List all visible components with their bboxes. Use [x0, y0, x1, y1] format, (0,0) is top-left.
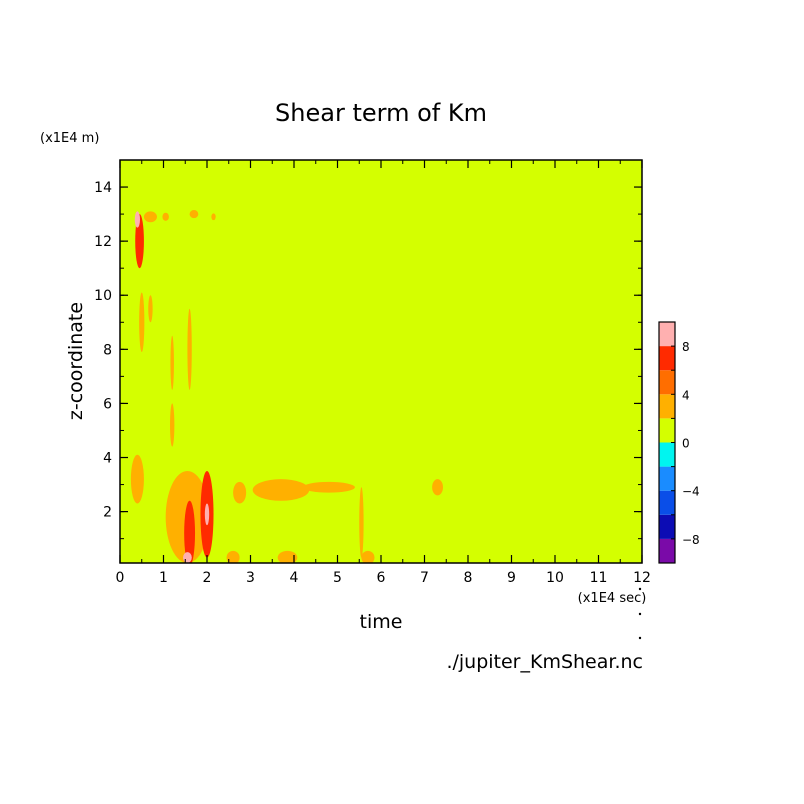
y-axis-title: z-coordinate	[65, 302, 87, 420]
x-tick-label: 4	[290, 570, 299, 586]
marker-dot	[638, 587, 642, 591]
x-tick-label: 8	[464, 570, 473, 586]
source-filename: ./jupiter_KmShear.nc	[446, 651, 643, 673]
contour-feature	[432, 479, 443, 496]
x-tick-label: 6	[377, 570, 386, 586]
colorbar-label: 4	[682, 388, 690, 402]
colorbar-swatch	[659, 538, 675, 563]
contour-feature	[233, 481, 247, 504]
colorbar-label: 0	[682, 437, 690, 451]
colorbar-label: −4	[682, 485, 700, 499]
colorbar-swatch	[659, 322, 675, 347]
contour-feature	[148, 295, 153, 323]
colorbar: 8 4 0 −4 −8	[658, 321, 700, 564]
contour-feature	[277, 550, 298, 563]
contour-feature	[211, 213, 216, 221]
x-tick-label: 1	[159, 570, 168, 586]
colorbar-swatch	[659, 394, 675, 419]
marker-dot	[638, 612, 642, 616]
y-unit-label: (x1E4 m)	[40, 131, 99, 146]
y-tick-label: 14	[94, 180, 112, 196]
x-unit-label: (x1E4 sec)	[578, 591, 647, 606]
contour-feature	[162, 212, 169, 221]
x-tick-label: 5	[333, 570, 342, 586]
x-axis-title: time	[360, 611, 403, 633]
contour-feature	[226, 550, 240, 563]
y-tick-label: 4	[103, 451, 112, 467]
x-tick-label: 0	[116, 570, 125, 586]
contour-features	[130, 210, 443, 563]
y-tick-label: 6	[103, 396, 112, 412]
contour-feature	[130, 454, 144, 504]
contour-feature	[359, 487, 364, 558]
contour-feature	[170, 403, 175, 447]
contour-feature	[183, 552, 192, 563]
x-tick-label: 11	[590, 570, 608, 586]
x-tick-label: 3	[246, 570, 255, 586]
contour-feature	[189, 210, 199, 219]
marker-dot	[638, 636, 642, 640]
chart-title: Shear term of Km	[275, 99, 487, 127]
y-tick-label: 8	[103, 342, 112, 358]
y-tick-label: 10	[94, 288, 112, 304]
colorbar-label: 8	[682, 340, 690, 354]
x-axis: 0 1 2 3 4 5 6 7 8 9 10 11 12	[116, 160, 651, 586]
colorbar-swatch	[659, 370, 675, 395]
y-tick-label: 2	[103, 505, 112, 521]
y-axis: 2 4 6 8 10 12 14	[94, 180, 642, 540]
contour-feature	[184, 500, 196, 563]
colorbar-swatch	[659, 346, 675, 371]
y-tick-label: 12	[94, 234, 112, 250]
colorbar-swatch	[659, 442, 675, 467]
colorbar-swatch	[659, 418, 675, 443]
contour-feature	[143, 211, 157, 223]
colorbar-label: −8	[682, 533, 700, 547]
contour-feature	[361, 550, 375, 563]
x-tick-label: 9	[507, 570, 516, 586]
contour-feature	[135, 214, 144, 269]
contour-feature	[252, 479, 310, 501]
contour-feature	[187, 308, 192, 390]
x-tick-label: 7	[420, 570, 429, 586]
x-tick-label: 2	[203, 570, 212, 586]
contour-feature	[134, 211, 141, 228]
contour-feature	[170, 335, 174, 390]
colorbar-swatch	[659, 466, 675, 491]
contour-feature	[302, 481, 355, 493]
contour-feature	[139, 292, 145, 353]
x-tick-label: 12	[633, 570, 651, 586]
x-tick-label: 10	[546, 570, 564, 586]
colorbar-swatch	[659, 514, 675, 539]
colorbar-swatch	[659, 490, 675, 515]
contour-feature	[204, 503, 210, 526]
